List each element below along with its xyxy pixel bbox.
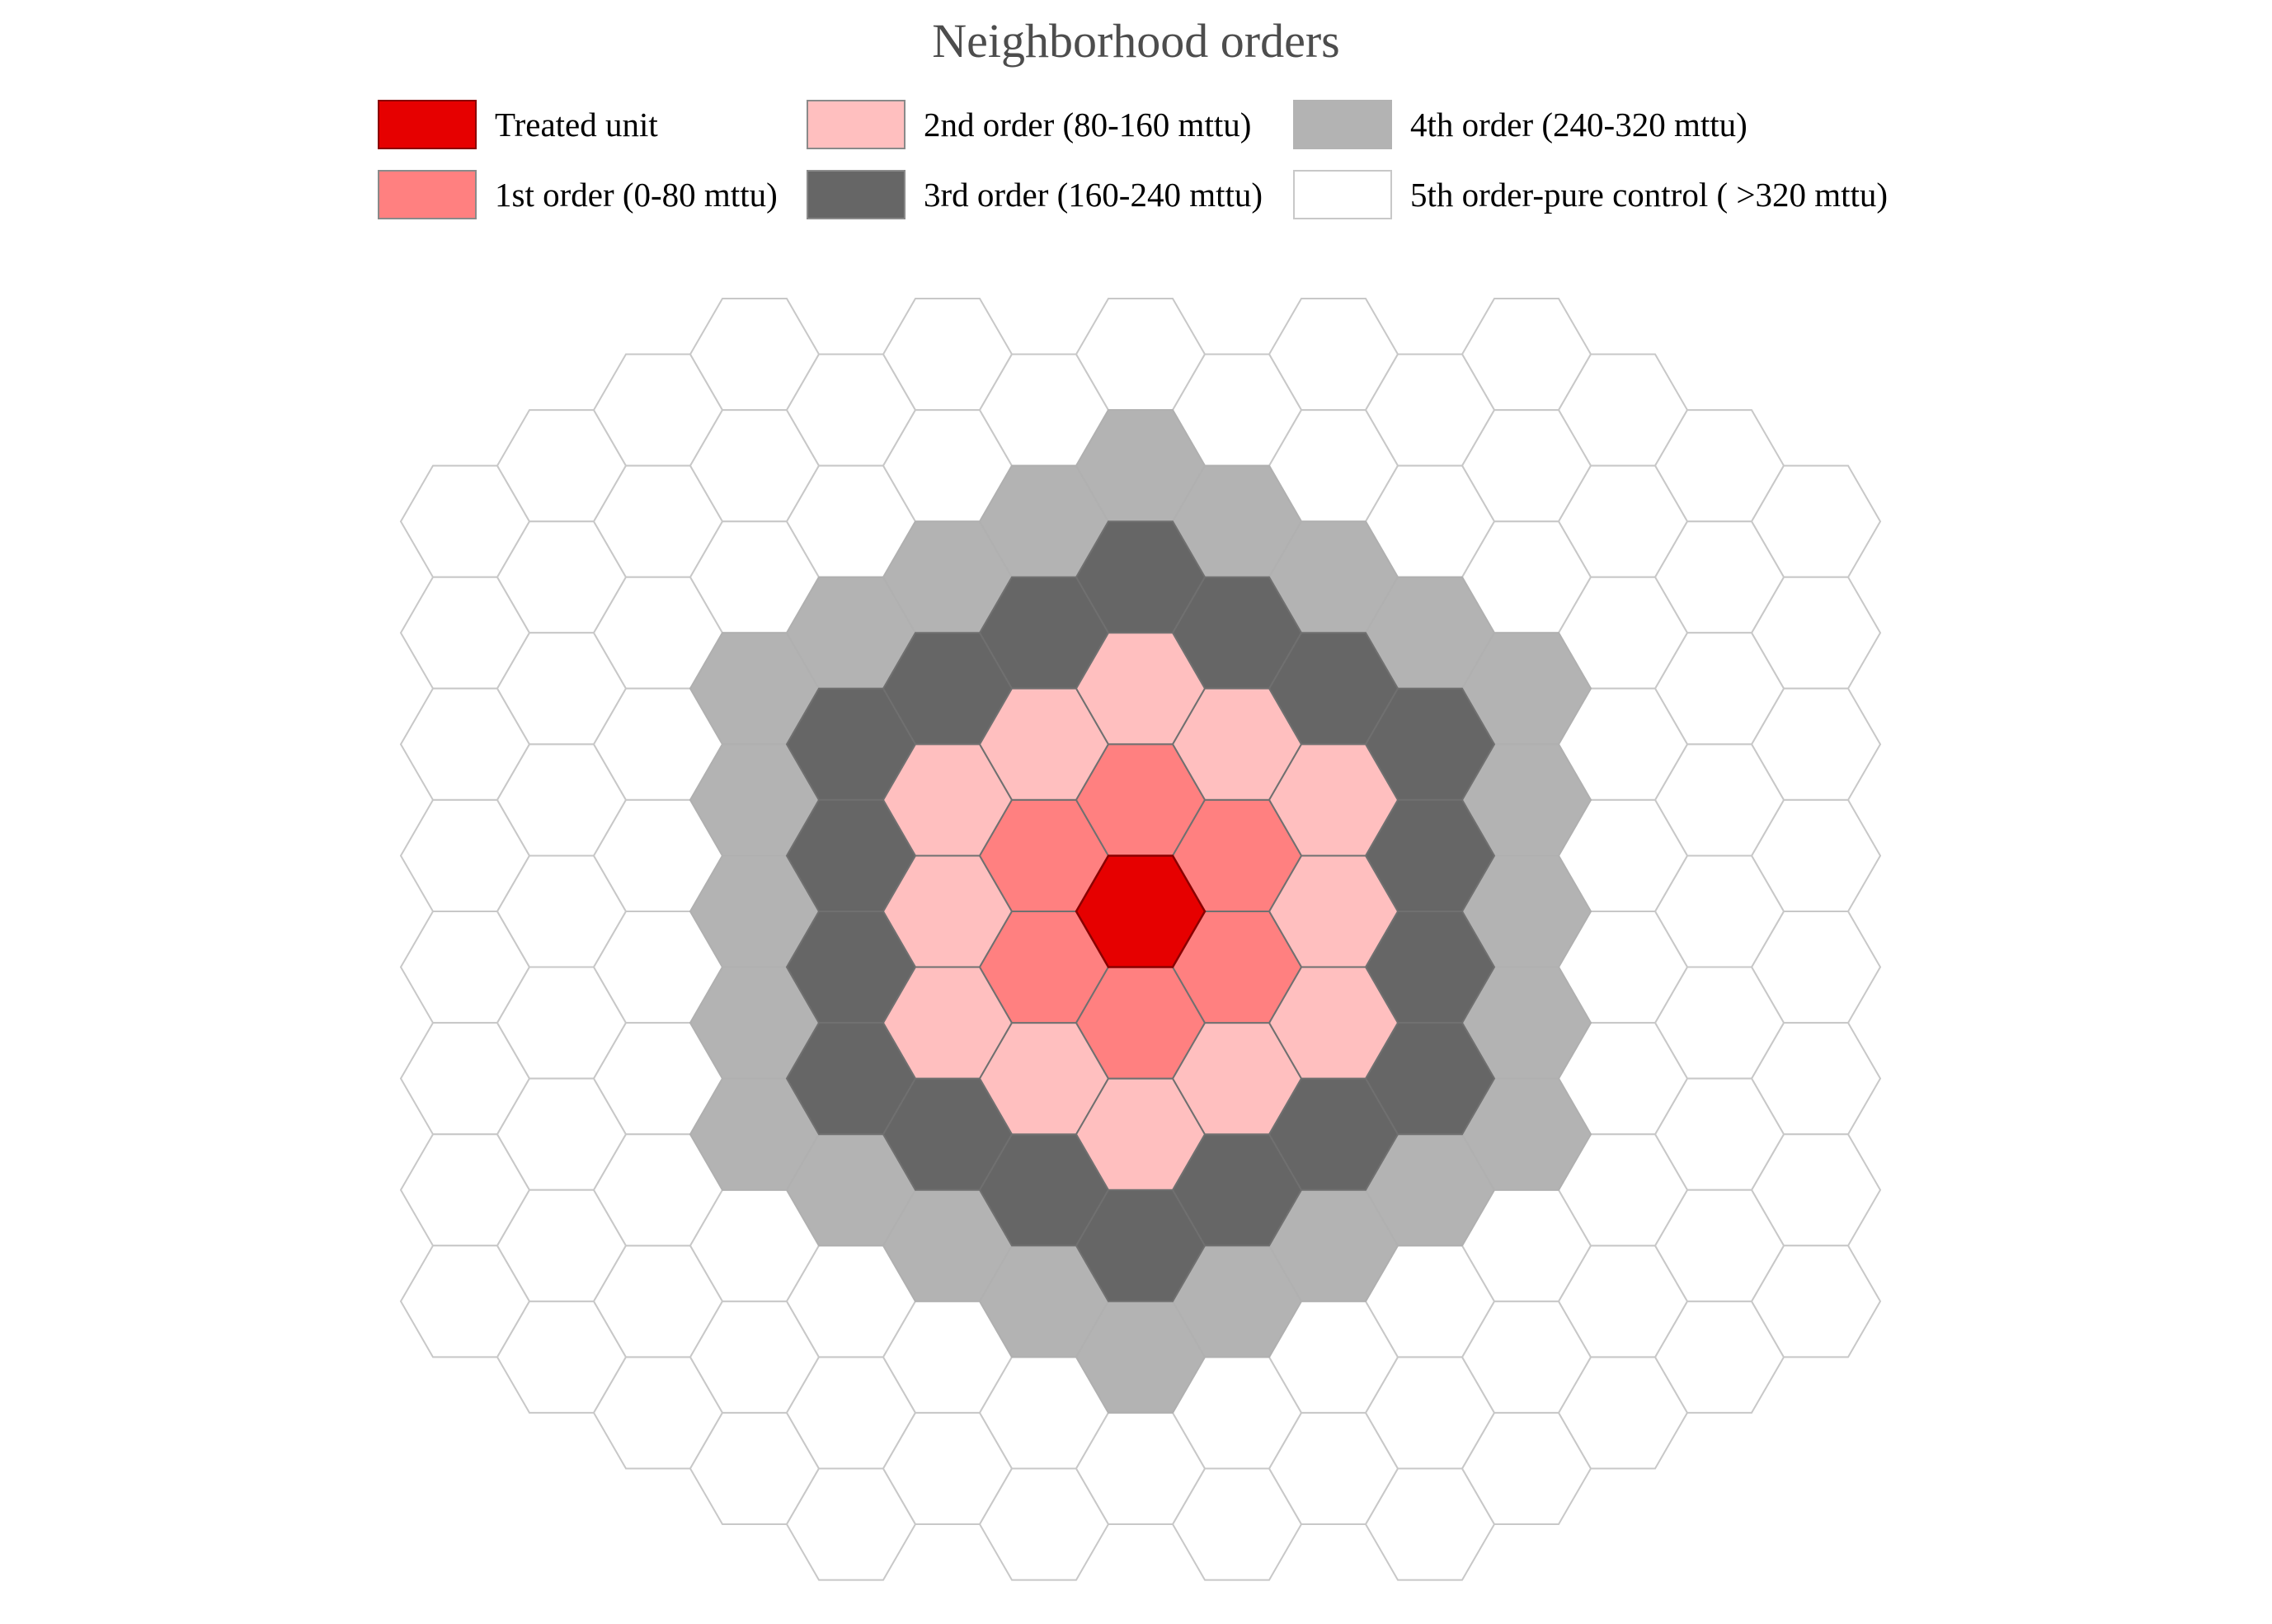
diagram-title: Neighborhood orders — [932, 14, 1340, 68]
legend-item-5th-order: 5th order-pure control ( >320 mttu) — [1293, 169, 1888, 220]
legend-item-4th-order: 4th order (240-320 mttu) — [1293, 99, 1748, 150]
legend-label-2nd-order: 2nd order (80-160 mttu) — [924, 106, 1252, 144]
legend-swatch-3rd-order — [807, 170, 906, 219]
legend-label-4th-order: 4th order (240-320 mttu) — [1410, 106, 1748, 144]
legend-item-1st-order: 1st order (0-80 mttu) — [378, 169, 778, 220]
legend-swatch-treated — [378, 100, 477, 149]
legend-swatch-4th-order — [1293, 100, 1392, 149]
legend-item-treated: Treated unit — [378, 99, 658, 150]
legend-label-1st-order: 1st order (0-80 mttu) — [495, 176, 778, 214]
hex-treated-unit — [1075, 854, 1207, 968]
legend-item-3rd-order: 3rd order (160-240 mttu) — [807, 169, 1263, 220]
legend-swatch-1st-order — [378, 170, 477, 219]
legend-label-3rd-order: 3rd order (160-240 mttu) — [924, 176, 1263, 214]
legend-swatch-2nd-order — [807, 100, 906, 149]
legend-label-5th-order: 5th order-pure control ( >320 mttu) — [1410, 176, 1889, 214]
legend-item-2nd-order: 2nd order (80-160 mttu) — [807, 99, 1251, 150]
legend-swatch-5th-order — [1293, 170, 1392, 219]
legend-label-treated: Treated unit — [495, 106, 658, 144]
